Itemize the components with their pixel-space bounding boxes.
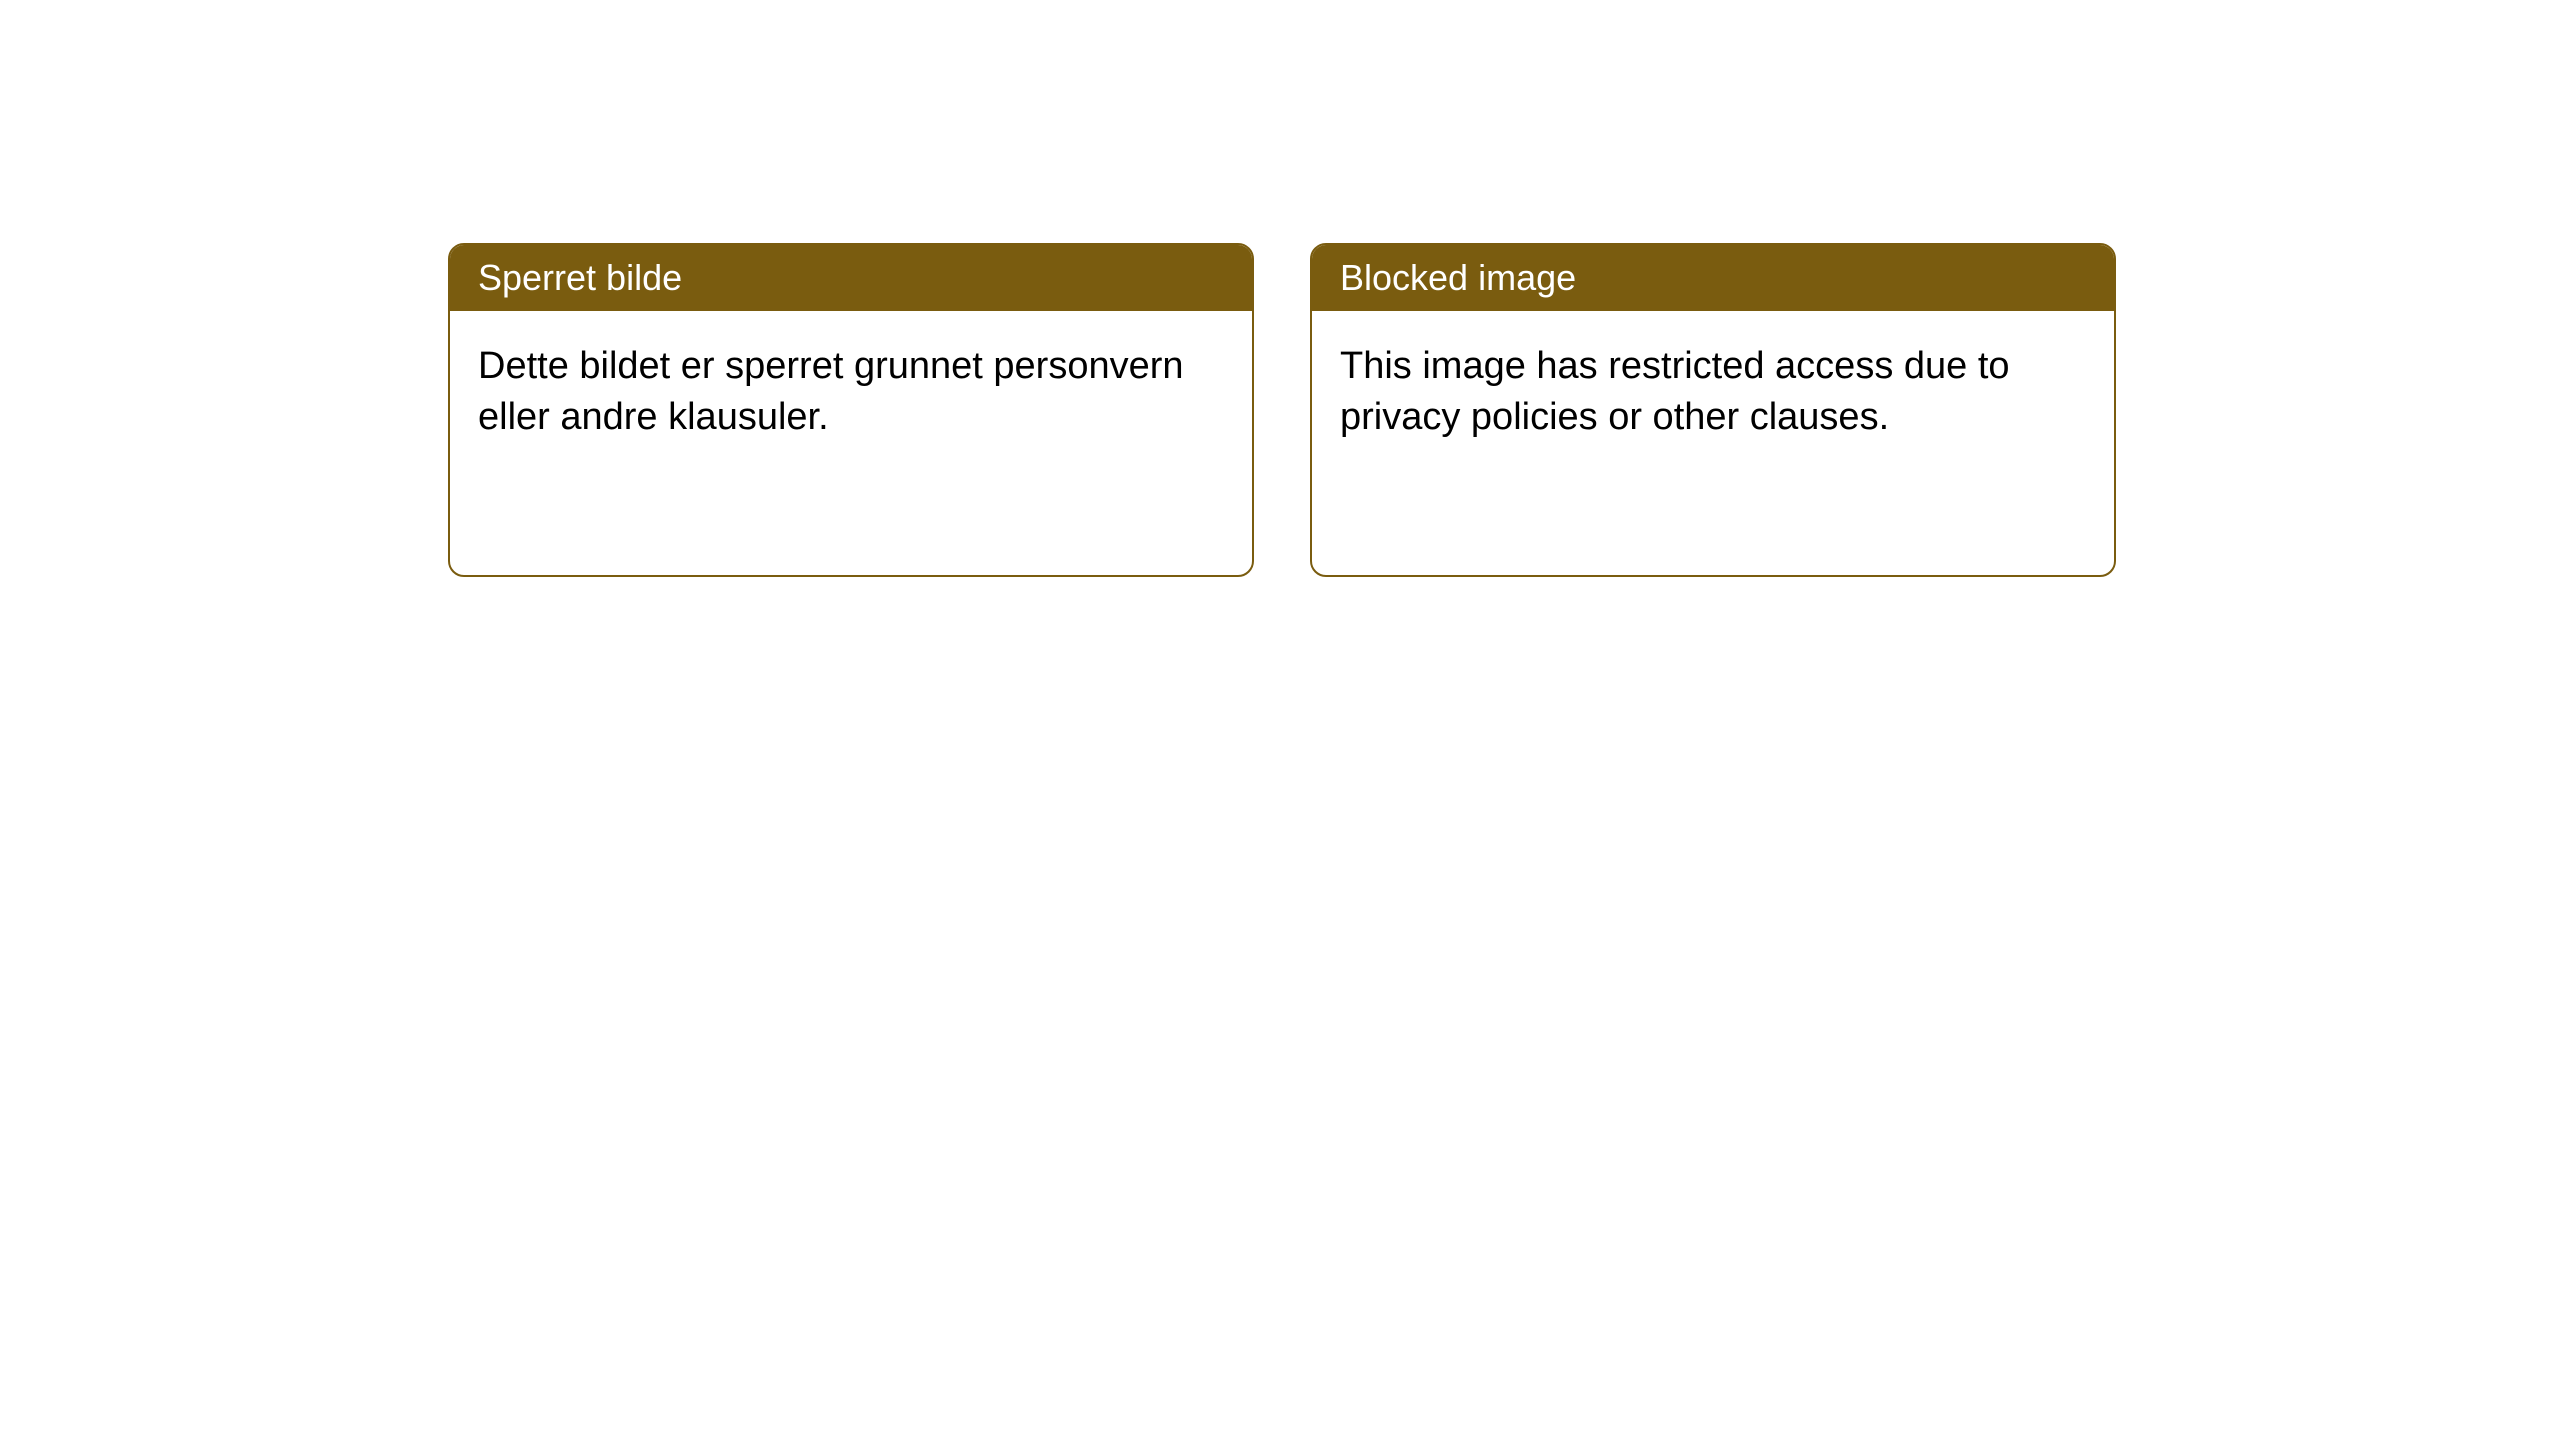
notice-title-english: Blocked image — [1312, 245, 2114, 311]
notice-container: Sperret bilde Dette bildet er sperret gr… — [0, 0, 2560, 577]
notice-title-norwegian: Sperret bilde — [450, 245, 1252, 311]
notice-body-english: This image has restricted access due to … — [1312, 311, 2114, 474]
notice-box-english: Blocked image This image has restricted … — [1310, 243, 2116, 577]
notice-box-norwegian: Sperret bilde Dette bildet er sperret gr… — [448, 243, 1254, 577]
notice-body-norwegian: Dette bildet er sperret grunnet personve… — [450, 311, 1252, 474]
